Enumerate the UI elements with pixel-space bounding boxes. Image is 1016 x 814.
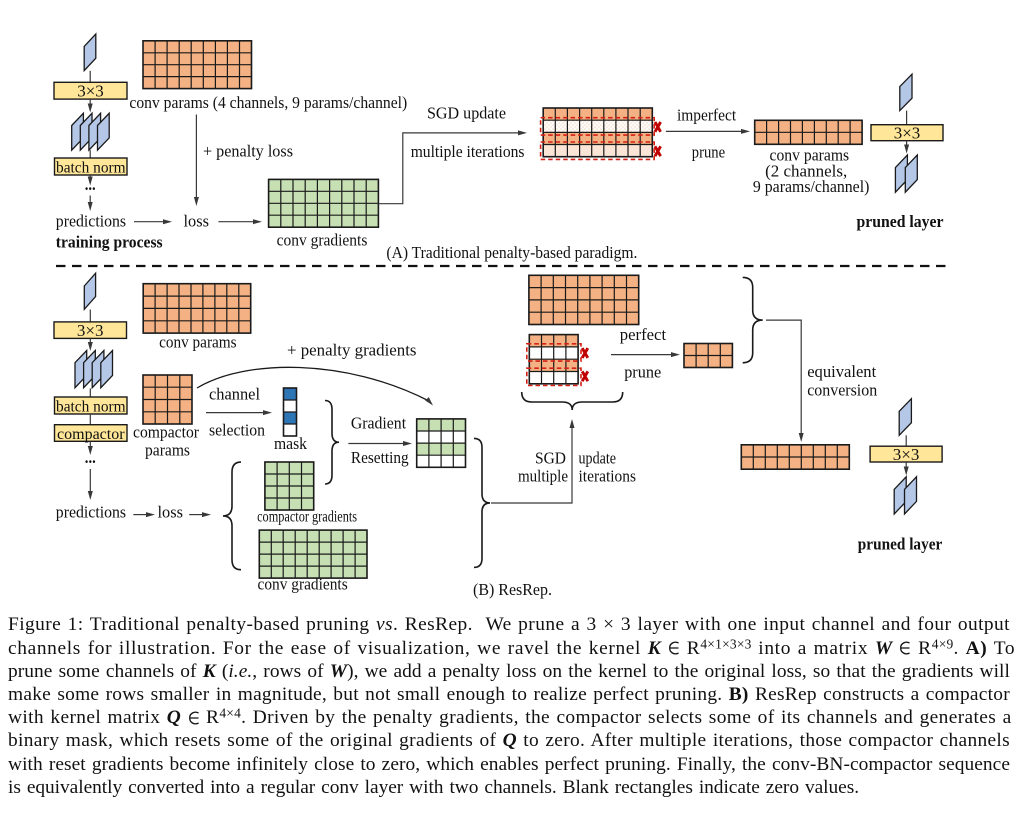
svg-text:Resetting: Resetting — [351, 448, 409, 467]
svg-text:...: ... — [85, 175, 96, 194]
svg-text:Gradient: Gradient — [351, 414, 406, 433]
svg-text:conv gradients: conv gradients — [258, 575, 348, 594]
svg-text:compactor: compactor — [133, 423, 199, 442]
svg-text:prune: prune — [692, 142, 725, 161]
svg-text:conv params: conv params — [159, 332, 237, 351]
svg-text:pruned layer: pruned layer — [857, 212, 944, 231]
svg-text:conv params: conv params — [770, 146, 850, 165]
svg-text:conv params (4 channels, 9 par: conv params (4 channels, 9 params/channe… — [129, 93, 407, 112]
svg-text:+ penalty loss: + penalty loss — [203, 142, 293, 161]
svg-text:(2 channels,: (2 channels, — [765, 162, 847, 181]
svg-text:(B) ResRep.: (B) ResRep. — [473, 580, 552, 599]
svg-text:compactor: compactor — [57, 426, 125, 443]
svg-text:loss: loss — [158, 502, 184, 521]
svg-text:+ penalty gradients: + penalty gradients — [287, 341, 417, 360]
svg-text:SGD: SGD — [535, 449, 566, 468]
svg-text:3×3: 3×3 — [894, 124, 921, 143]
svg-text:conv gradients: conv gradients — [277, 231, 368, 250]
svg-text:multiple: multiple — [518, 467, 568, 486]
svg-text:prune: prune — [624, 363, 661, 382]
svg-text:predictions: predictions — [56, 502, 126, 521]
svg-text:multiple iterations: multiple iterations — [411, 142, 525, 161]
svg-text:compactor gradients: compactor gradients — [257, 509, 357, 526]
svg-text:perfect: perfect — [620, 325, 667, 344]
svg-text:mask: mask — [274, 434, 307, 453]
svg-text:iterations: iterations — [579, 467, 637, 486]
svg-text:3×3: 3×3 — [77, 321, 104, 340]
svg-text:pruned layer: pruned layer — [858, 535, 943, 554]
svg-text:3×3: 3×3 — [77, 82, 104, 101]
svg-text:selection: selection — [209, 421, 265, 440]
svg-text:batch norm: batch norm — [56, 398, 126, 415]
svg-text:batch norm: batch norm — [56, 159, 126, 176]
svg-text:params: params — [145, 441, 190, 460]
svg-text:imperfect: imperfect — [677, 105, 736, 124]
svg-text:conversion: conversion — [807, 381, 877, 400]
svg-text:training process: training process — [56, 233, 163, 252]
svg-text:channel: channel — [209, 385, 260, 404]
svg-text:loss: loss — [184, 212, 210, 231]
svg-text:9 params/channel): 9 params/channel) — [753, 177, 870, 196]
svg-text:SGD update: SGD update — [427, 104, 506, 123]
svg-text:equivalent: equivalent — [807, 362, 876, 381]
svg-text:predictions: predictions — [56, 212, 126, 231]
svg-text:3×3: 3×3 — [893, 445, 920, 464]
svg-text:(A) Traditional penalty-based: (A) Traditional penalty-based paradigm. — [386, 243, 637, 262]
svg-text:...: ... — [85, 448, 96, 467]
svg-text:update: update — [579, 449, 617, 468]
